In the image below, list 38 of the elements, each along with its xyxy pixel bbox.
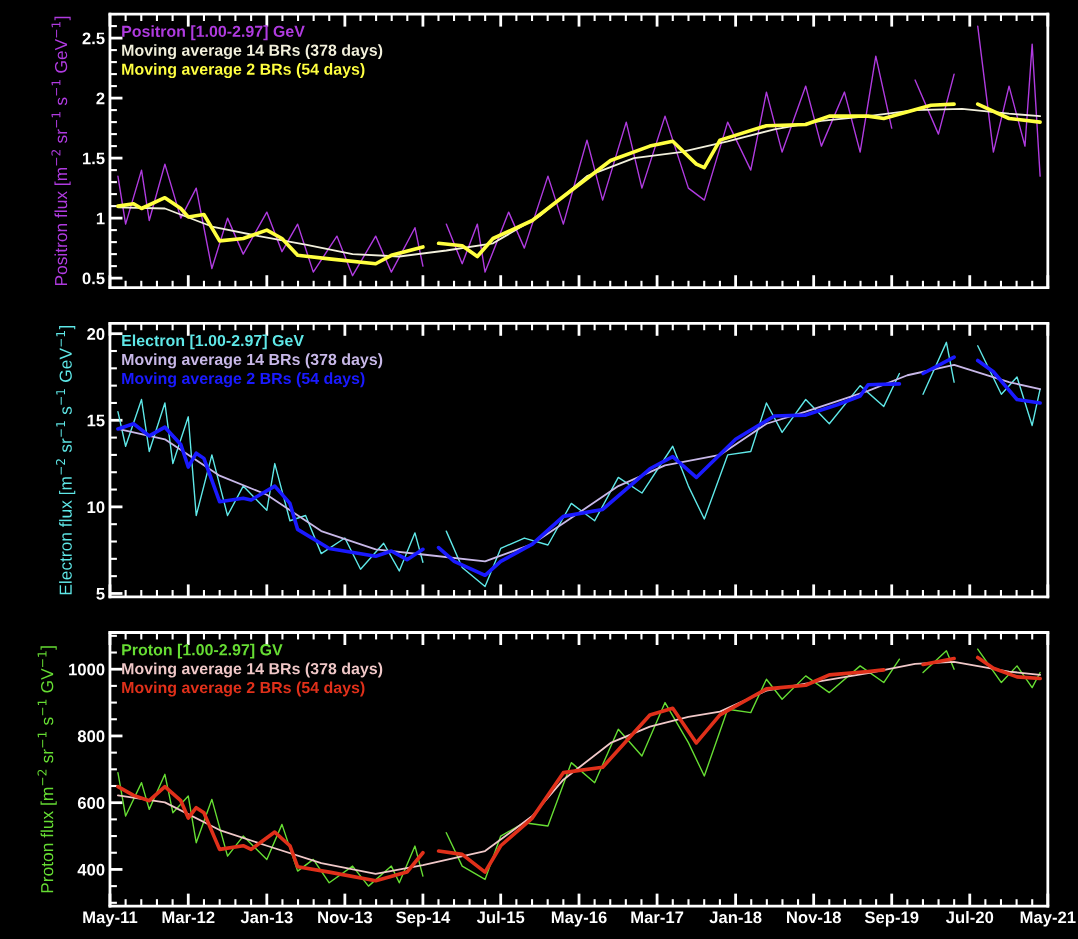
text: Proton [1.00-2.97] GV <box>122 643 283 659</box>
x-tick-label: May-11 <box>83 911 138 927</box>
y-tick-label: 15 <box>87 414 105 427</box>
x-tick-label: Mar-12 <box>162 911 215 924</box>
y-tick-label: 20 <box>87 328 105 340</box>
y-tick-label: 1 <box>96 212 105 225</box>
text: Moving average 14 BRs (378 days) <box>122 662 383 678</box>
y-tick-label: 2.5 <box>82 32 105 45</box>
text: Moving average 2 BRs (54 days) <box>122 681 365 697</box>
x-tick-label: Jul-20 <box>945 911 994 924</box>
y-tick-label: 1.5 <box>82 152 105 165</box>
x-tick-label: Jan-18 <box>709 911 762 924</box>
x-tick-label: Nov-18 <box>787 911 841 924</box>
x-tick-label: Jan-13 <box>240 911 293 924</box>
text: Positron [1.00-2.97] GeV <box>122 25 305 41</box>
x-tick-label: Mar-17 <box>631 911 684 924</box>
y-tick-label: 5 <box>96 588 105 600</box>
y-tick-label: 600 <box>77 797 105 809</box>
text: Moving average 14 BRs (378 days) <box>122 353 383 369</box>
y-tick-label: 0.5 <box>82 272 105 285</box>
text: Positron flux [m$^{−2}$ sr$^{−1}$ s$^{−1}$ GeV$^{−1}$] <box>51 16 71 286</box>
text: Moving average 2 BRs (54 days) <box>122 372 365 388</box>
x-tick-label: Sep-19 <box>864 911 919 927</box>
x-tick-label: Sep-14 <box>396 911 451 927</box>
text: Moving average 14 BRs (378 days) <box>122 44 383 60</box>
text: Moving average 2 BRs (54 days) <box>122 63 365 79</box>
y-tick-label: 400 <box>77 863 105 876</box>
x-tick-label: May-16 <box>551 911 607 927</box>
x-tick-label: Nov-13 <box>318 911 373 924</box>
x-tick-label: May-21 <box>1020 911 1076 927</box>
x-tick-label: Jul-15 <box>476 911 525 924</box>
text: Electron [1.00-2.97] GeV <box>122 334 304 350</box>
text: Proton flux [m$^{−2}$ sr$^{−1}$ s$^{−1}$ GV$^{−1}$] <box>37 646 57 893</box>
y-tick-label: 800 <box>77 730 105 743</box>
y-tick-label: 1000 <box>69 663 105 676</box>
y-tick-label: 2 <box>96 92 105 105</box>
text: Electron flux [m$^{−2}$ sr$^{−1}$ s$^{−1}$ GeV$^{−1}$] <box>56 325 76 595</box>
y-tick-label: 10 <box>87 501 105 514</box>
